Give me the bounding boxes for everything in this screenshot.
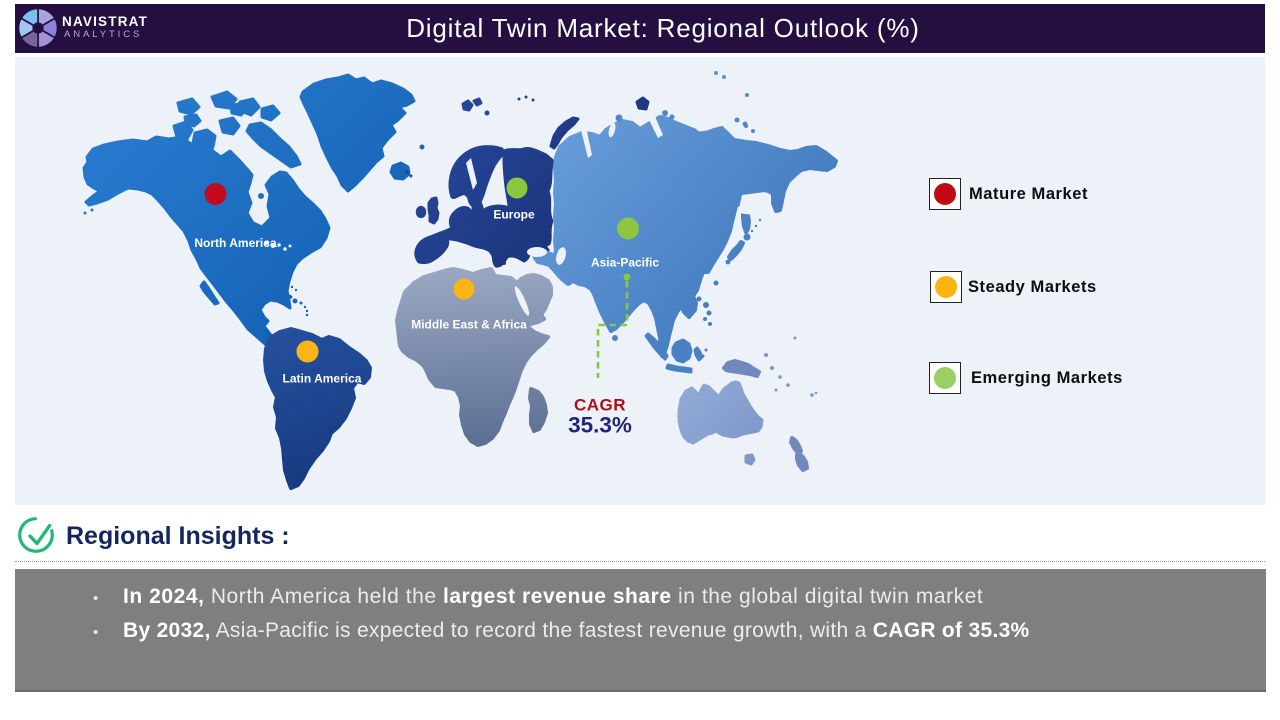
svg-text:CAGR: CAGR	[574, 396, 626, 415]
svg-text:North America: North America	[194, 236, 277, 250]
svg-text:Europe: Europe	[493, 208, 535, 222]
svg-text:Latin America: Latin America	[283, 372, 362, 386]
svg-text:35.3%: 35.3%	[568, 413, 632, 438]
svg-text:Middle East & Africa: Middle East & Africa	[411, 318, 527, 332]
svg-text:Asia-Pacific: Asia-Pacific	[591, 256, 659, 270]
